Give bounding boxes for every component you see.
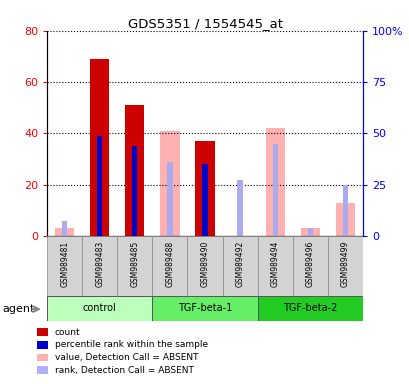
- FancyBboxPatch shape: [187, 236, 222, 296]
- Bar: [160, 131, 179, 236]
- Text: GSM989494: GSM989494: [270, 241, 279, 287]
- Bar: [55, 228, 74, 236]
- Bar: [307, 228, 312, 236]
- Text: GSM989488: GSM989488: [165, 241, 174, 287]
- Bar: [125, 105, 144, 236]
- Bar: [272, 144, 277, 236]
- FancyBboxPatch shape: [152, 236, 187, 296]
- Text: GSM989485: GSM989485: [130, 241, 139, 287]
- Bar: [167, 162, 172, 236]
- Text: TGF-beta-1: TGF-beta-1: [178, 303, 231, 313]
- Text: GSM989492: GSM989492: [235, 241, 244, 287]
- FancyBboxPatch shape: [47, 236, 82, 296]
- FancyBboxPatch shape: [257, 236, 292, 296]
- Bar: [300, 228, 319, 236]
- Text: percentile rank within the sample: percentile rank within the sample: [54, 340, 207, 349]
- Title: GDS5351 / 1554545_at: GDS5351 / 1554545_at: [127, 17, 282, 30]
- FancyBboxPatch shape: [292, 236, 327, 296]
- Bar: [195, 141, 214, 236]
- FancyBboxPatch shape: [117, 236, 152, 296]
- Text: GSM989490: GSM989490: [200, 241, 209, 287]
- Text: GSM989483: GSM989483: [95, 241, 104, 287]
- Bar: [237, 180, 242, 236]
- Bar: [342, 185, 347, 236]
- Text: count: count: [54, 328, 80, 337]
- Text: value, Detection Call = ABSENT: value, Detection Call = ABSENT: [54, 353, 198, 362]
- Bar: [97, 136, 102, 236]
- Bar: [62, 221, 67, 236]
- Bar: [335, 203, 354, 236]
- FancyBboxPatch shape: [327, 236, 362, 296]
- Bar: [257, 296, 362, 321]
- Text: TGF-beta-2: TGF-beta-2: [282, 303, 337, 313]
- Text: rank, Detection Call = ABSENT: rank, Detection Call = ABSENT: [54, 366, 193, 375]
- Text: GSM989496: GSM989496: [305, 241, 314, 287]
- Text: control: control: [83, 303, 116, 313]
- Text: GSM989499: GSM989499: [340, 241, 349, 287]
- Text: agent: agent: [2, 304, 34, 314]
- Bar: [265, 128, 284, 236]
- FancyBboxPatch shape: [82, 236, 117, 296]
- Text: GSM989481: GSM989481: [60, 241, 69, 287]
- Bar: [202, 164, 207, 236]
- FancyBboxPatch shape: [222, 236, 257, 296]
- Bar: [132, 146, 137, 236]
- Bar: [90, 59, 109, 236]
- Bar: [47, 296, 152, 321]
- Bar: [152, 296, 257, 321]
